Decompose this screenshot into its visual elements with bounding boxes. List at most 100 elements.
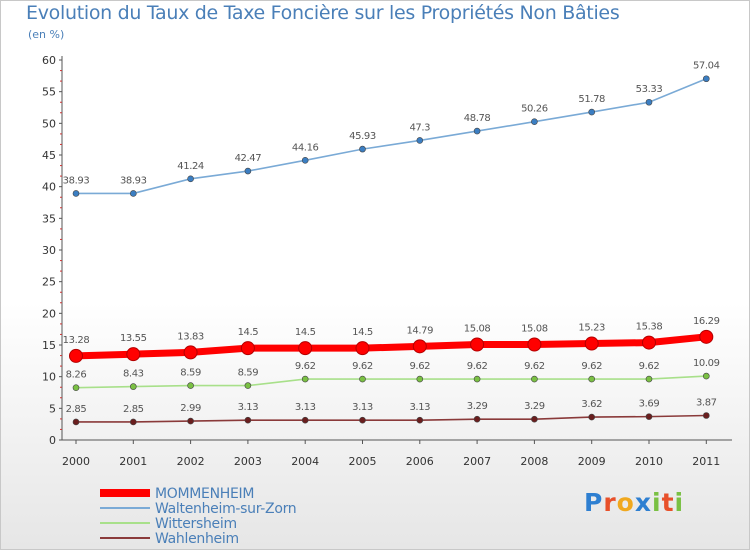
data-label-waltenheim-sur-zorn: 50.26 (521, 104, 548, 115)
data-label-waltenheim-sur-zorn: 53.33 (636, 84, 663, 95)
data-label-wittersheim: 9.62 (295, 361, 316, 372)
data-point-waltenheim-sur-zorn (301, 157, 309, 164)
data-label-mommenheim: 14.79 (406, 325, 433, 336)
data-label-wittersheim: 8.26 (66, 370, 87, 381)
data-label-wahlenheim: 2.99 (180, 403, 201, 414)
data-label-mommenheim: 15.08 (464, 323, 491, 334)
y-tick-label: 15 (42, 339, 56, 352)
data-point-wahlenheim (244, 416, 252, 424)
data-point-wahlenheim (72, 418, 80, 426)
data-point-mommenheim (470, 337, 485, 352)
data-point-waltenheim-sur-zorn (359, 145, 366, 153)
data-point-waltenheim-sur-zorn (531, 118, 538, 125)
data-point-waltenheim-sur-zorn (473, 127, 481, 135)
series-line-wahlenheim (76, 414, 707, 423)
data-point-mommenheim (527, 337, 542, 352)
data-point-wahlenheim (187, 417, 194, 425)
y-tick-label: 25 (42, 276, 56, 289)
logo-letter: t (661, 488, 675, 517)
y-tick-label: 30 (42, 244, 56, 257)
data-label-wittersheim: 8.43 (123, 369, 144, 380)
x-tick-label: 2009 (578, 455, 606, 468)
y-tick-label: 10 (42, 371, 56, 384)
data-label-wittersheim: 8.59 (238, 368, 259, 379)
x-tick-label: 2002 (177, 455, 205, 468)
logo-letter: P (584, 488, 604, 517)
data-label-wittersheim: 10.09 (693, 358, 720, 369)
data-label-mommenheim: 13.83 (177, 331, 204, 342)
data-point-mommenheim (126, 347, 141, 362)
x-tick-label: 2006 (406, 455, 434, 468)
data-label-mommenheim: 15.38 (636, 322, 663, 333)
data-label-wahlenheim: 3.29 (467, 401, 488, 412)
data-point-mommenheim (642, 335, 656, 350)
data-point-waltenheim-sur-zorn (72, 190, 80, 197)
y-tick-label: 45 (42, 149, 56, 162)
data-point-mommenheim (298, 341, 313, 356)
data-point-wittersheim (473, 375, 481, 383)
y-tick-label: 20 (42, 307, 56, 320)
data-label-wahlenheim: 3.13 (238, 402, 259, 413)
legend-label-waltenheim-sur-zorn: Waltenheim-sur-Zorn (155, 501, 296, 517)
x-tick-label: 2005 (349, 455, 377, 468)
x-tick-label: 2003 (234, 455, 262, 468)
y-tick-label: 5 (49, 402, 56, 415)
data-label-waltenheim-sur-zorn: 57.04 (693, 61, 720, 72)
data-point-wahlenheim (588, 413, 596, 421)
x-tick-label: 2011 (692, 455, 720, 468)
data-label-wittersheim: 9.62 (409, 361, 430, 372)
logo-letter: i (674, 488, 685, 517)
data-label-waltenheim-sur-zorn: 47.3 (409, 122, 430, 133)
y-tick-label: 60 (42, 54, 56, 67)
data-point-wittersheim (72, 384, 80, 391)
data-point-wahlenheim (359, 416, 366, 424)
series-line-mommenheim (72, 333, 710, 360)
data-point-wittersheim (301, 375, 309, 383)
data-point-wahlenheim (130, 418, 137, 426)
data-label-wahlenheim: 2.85 (123, 404, 144, 415)
legend-label-wittersheim: Wittersheim (155, 516, 237, 532)
data-point-mommenheim (355, 341, 370, 356)
logo-letter: x (634, 488, 652, 517)
data-point-wahlenheim (702, 412, 710, 419)
data-label-wittersheim: 9.62 (581, 361, 602, 372)
y-tick-label: 35 (42, 212, 56, 225)
data-point-waltenheim-sur-zorn (645, 98, 653, 106)
data-label-wahlenheim: 2.85 (66, 404, 87, 415)
data-point-wittersheim (588, 375, 596, 383)
data-label-wittersheim: 9.62 (467, 361, 488, 372)
data-point-mommenheim (69, 348, 83, 363)
x-tick-label: 2004 (291, 455, 319, 468)
data-label-waltenheim-sur-zorn: 45.93 (349, 131, 376, 142)
y-tick-label: 0 (49, 434, 56, 447)
x-tick-label: 2007 (463, 455, 491, 468)
data-label-waltenheim-sur-zorn: 48.78 (464, 113, 491, 124)
data-point-wittersheim (531, 375, 538, 383)
x-tick-label: 2001 (119, 455, 147, 468)
data-label-wahlenheim: 3.29 (524, 401, 545, 412)
data-label-waltenheim-sur-zorn: 38.93 (63, 175, 90, 186)
data-label-wahlenheim: 3.62 (581, 399, 602, 410)
data-label-waltenheim-sur-zorn: 41.24 (177, 161, 204, 172)
data-point-wittersheim (645, 375, 653, 383)
data-label-mommenheim: 13.28 (63, 335, 90, 346)
data-point-wittersheim (187, 382, 194, 389)
unit-label: (en %) (28, 28, 65, 41)
data-label-wahlenheim: 3.69 (639, 399, 660, 410)
data-label-mommenheim: 14.5 (352, 327, 373, 338)
series-line-waltenheim-sur-zorn (76, 78, 707, 195)
logo-letter: i (652, 488, 662, 517)
proxiti-logo: Proxiti (584, 488, 684, 517)
data-point-mommenheim (183, 345, 198, 360)
x-tick-label: 2000 (62, 455, 90, 468)
data-label-wahlenheim: 3.13 (409, 402, 430, 413)
legend-label-mommenheim: MOMMENHEIM (155, 486, 254, 502)
data-label-mommenheim: 13.55 (120, 333, 147, 344)
data-label-waltenheim-sur-zorn: 51.78 (578, 94, 605, 105)
data-label-wittersheim: 9.62 (639, 361, 660, 372)
data-label-waltenheim-sur-zorn: 38.93 (120, 175, 147, 186)
data-point-wahlenheim (473, 415, 481, 423)
data-point-wittersheim (244, 382, 252, 389)
x-tick-label: 2010 (635, 455, 663, 468)
